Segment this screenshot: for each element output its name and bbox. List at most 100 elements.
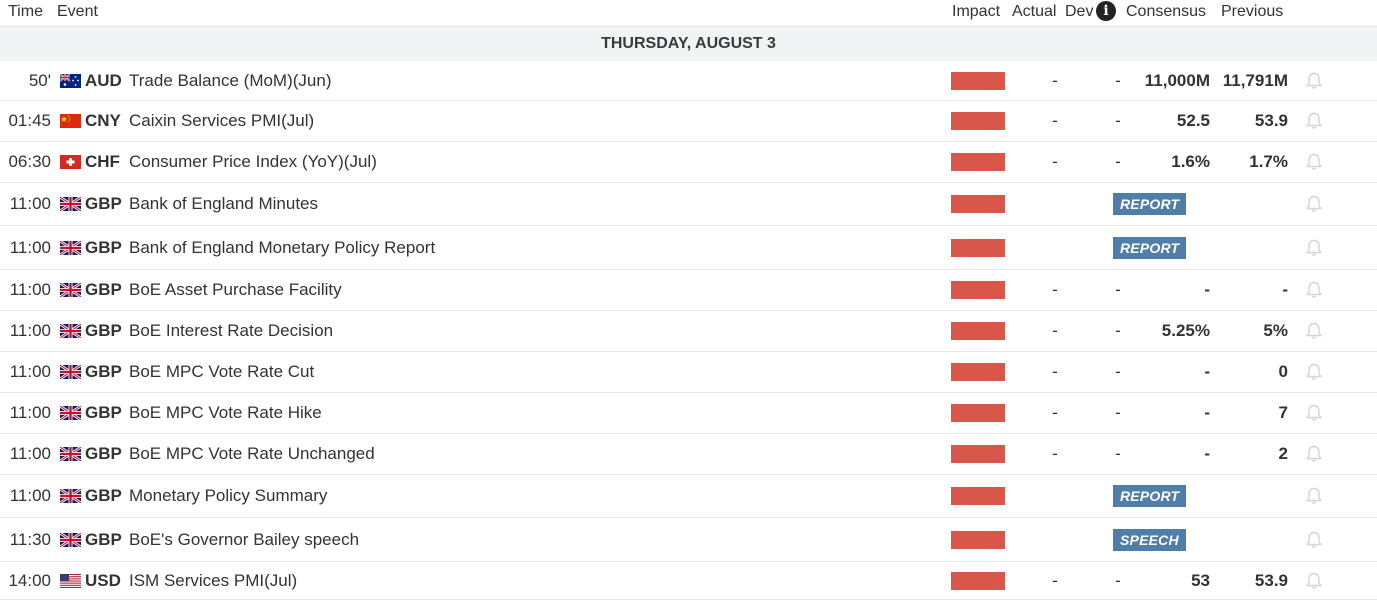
currency-code: CHF — [85, 152, 120, 171]
actual-value: - — [1052, 70, 1058, 90]
event-name[interactable]: ISM Services PMI(Jul) — [129, 570, 298, 590]
previous-value: 0 — [1278, 362, 1288, 381]
event-name[interactable]: Bank of England Minutes — [129, 194, 319, 213]
actual-value: - — [1052, 362, 1058, 381]
gb-flag-icon — [60, 434, 81, 474]
table-row[interactable]: 11:00 GBP BoE Asset Purchase Facility - - - - — [0, 270, 1377, 311]
bell-icon[interactable] — [1303, 142, 1325, 182]
event-name[interactable]: BoE's Governor Bailey speech — [129, 529, 360, 549]
event-time: 01:45 — [8, 111, 51, 130]
bell-icon[interactable] — [1303, 61, 1325, 100]
bell-icon[interactable] — [1303, 226, 1325, 269]
impact-indicator — [951, 101, 1005, 141]
consensus-value: 52.5 — [1176, 111, 1210, 130]
gb-flag-icon — [60, 270, 81, 310]
table-row[interactable]: 11:00 GBP BoE MPC Vote Rate Hike - - - 7 — [0, 393, 1377, 434]
header-impact: Impact — [952, 3, 1001, 20]
impact-indicator — [951, 434, 1005, 474]
bell-icon[interactable] — [1303, 352, 1325, 392]
event-name[interactable]: BoE MPC Vote Rate Unchanged — [129, 444, 375, 463]
previous-value: 53.9 — [1254, 570, 1288, 590]
deviation-value: - — [1115, 152, 1121, 171]
event-type-badge[interactable]: SPEECH — [1113, 528, 1186, 551]
impact-indicator — [951, 562, 1005, 599]
consensus-value: - — [1204, 362, 1210, 381]
bell-icon[interactable] — [1303, 311, 1325, 351]
info-icon[interactable]: i — [1096, 1, 1116, 21]
event-time: 11:00 — [9, 237, 51, 257]
event-type-badge[interactable]: REPORT — [1113, 485, 1187, 507]
deviation-value: - — [1115, 444, 1121, 463]
event-name[interactable]: BoE MPC Vote Rate Cut — [129, 362, 315, 381]
impact-indicator — [951, 142, 1005, 182]
table-row[interactable]: 11:00 GBP Monetary Policy Summary REPORT — [0, 475, 1377, 518]
deviation-value: - — [1115, 321, 1121, 340]
event-name[interactable]: Monetary Policy Summary — [129, 486, 328, 505]
consensus-value: 53 — [1191, 570, 1210, 590]
bell-icon[interactable] — [1303, 434, 1325, 474]
gb-flag-icon — [60, 393, 81, 433]
ch-flag-icon — [60, 142, 81, 182]
gb-flag-icon — [60, 352, 81, 392]
event-name[interactable]: Consumer Price Index (YoY)(Jul) — [129, 152, 377, 171]
table-row[interactable]: 11:00 GBP BoE MPC Vote Rate Unchanged - - - 2 — [0, 434, 1377, 475]
previous-value: - — [1282, 280, 1288, 299]
impact-indicator — [951, 270, 1005, 310]
event-name[interactable]: BoE Interest Rate Decision — [129, 321, 334, 340]
impact-indicator — [951, 352, 1005, 392]
currency-code: GBP — [85, 444, 122, 463]
table-row[interactable]: 11:00 GBP Bank of England Monetary Policy … — [0, 226, 1377, 270]
actual-value: - — [1052, 152, 1058, 171]
bell-icon[interactable] — [1303, 393, 1325, 433]
table-row[interactable]: 01:45 CNY Caixin Services PMI(Jul) - - 52.5 53… — [0, 101, 1377, 142]
event-type-badge[interactable]: REPORT — [1113, 193, 1187, 215]
event-time: 11:00 — [9, 280, 51, 299]
impact-indicator — [951, 61, 1005, 100]
currency-code: AUD — [85, 70, 122, 90]
actual-value: - — [1052, 111, 1058, 130]
header-consensus: Consensus — [1126, 3, 1207, 20]
gb-flag-icon — [60, 311, 81, 351]
header-time: Time — [8, 3, 43, 20]
event-time: 06:30 — [8, 152, 51, 171]
consensus-value: - — [1204, 444, 1210, 463]
table-row[interactable]: 14:00 USD ISM Services PMI(Jul) - - 53 53.9 — [0, 562, 1377, 600]
table-row[interactable]: 11:00 GBP BoE MPC Vote Rate Cut - - - 0 — [0, 352, 1377, 393]
events-table-body: 50' AUD Trade Balance (MoM)(Jun) - - 11,000M 1… — [0, 61, 1377, 600]
event-name[interactable]: BoE Asset Purchase Facility — [129, 280, 342, 299]
event-name[interactable]: Trade Balance (MoM)(Jun) — [129, 70, 332, 90]
gb-flag-icon — [60, 183, 81, 225]
currency-code: GBP — [85, 321, 122, 340]
currency-code: GBP — [85, 403, 122, 422]
previous-value: 5% — [1263, 321, 1288, 340]
bell-icon[interactable] — [1303, 518, 1325, 561]
table-row[interactable]: 06:30 CHF Consumer Price Index (YoY)(Jul) -… — [0, 142, 1377, 183]
table-header: Time Event Impact Actual Dev i Consensus… — [0, 0, 1377, 26]
event-name[interactable]: BoE MPC Vote Rate Hike — [129, 403, 322, 422]
bell-icon[interactable] — [1303, 101, 1325, 141]
deviation-value: - — [1115, 280, 1121, 299]
event-name[interactable]: Bank of England Monetary Policy Report — [129, 237, 436, 257]
event-name[interactable]: Caixin Services PMI(Jul) — [129, 111, 315, 130]
table-row[interactable]: 11:30 GBP BoE's Governor Bailey speech SPEE… — [0, 518, 1377, 562]
table-row[interactable]: 11:00 GBP Bank of England Minutes REPORT — [0, 183, 1377, 226]
bell-icon[interactable] — [1303, 562, 1325, 599]
currency-code: GBP — [85, 529, 122, 549]
au-flag-icon — [60, 61, 81, 100]
previous-value: 11,791M — [1222, 70, 1288, 90]
event-time: 11:00 — [9, 486, 51, 505]
bell-icon[interactable] — [1303, 183, 1325, 225]
gb-flag-icon — [60, 475, 81, 517]
deviation-value: - — [1115, 362, 1121, 381]
table-row[interactable]: 50' AUD Trade Balance (MoM)(Jun) - - 11,000M 1… — [0, 61, 1377, 101]
currency-code: GBP — [85, 237, 122, 257]
table-row[interactable]: 11:00 GBP BoE Interest Rate Decision - - 5.25… — [0, 311, 1377, 352]
currency-code: GBP — [85, 280, 122, 299]
bell-icon[interactable] — [1303, 270, 1325, 310]
event-time: 50' — [28, 70, 51, 90]
gb-flag-icon — [60, 226, 81, 269]
event-type-badge[interactable]: REPORT — [1113, 236, 1187, 259]
deviation-value: - — [1115, 111, 1121, 130]
consensus-value: 5.25% — [1161, 321, 1210, 340]
bell-icon[interactable] — [1303, 475, 1325, 517]
